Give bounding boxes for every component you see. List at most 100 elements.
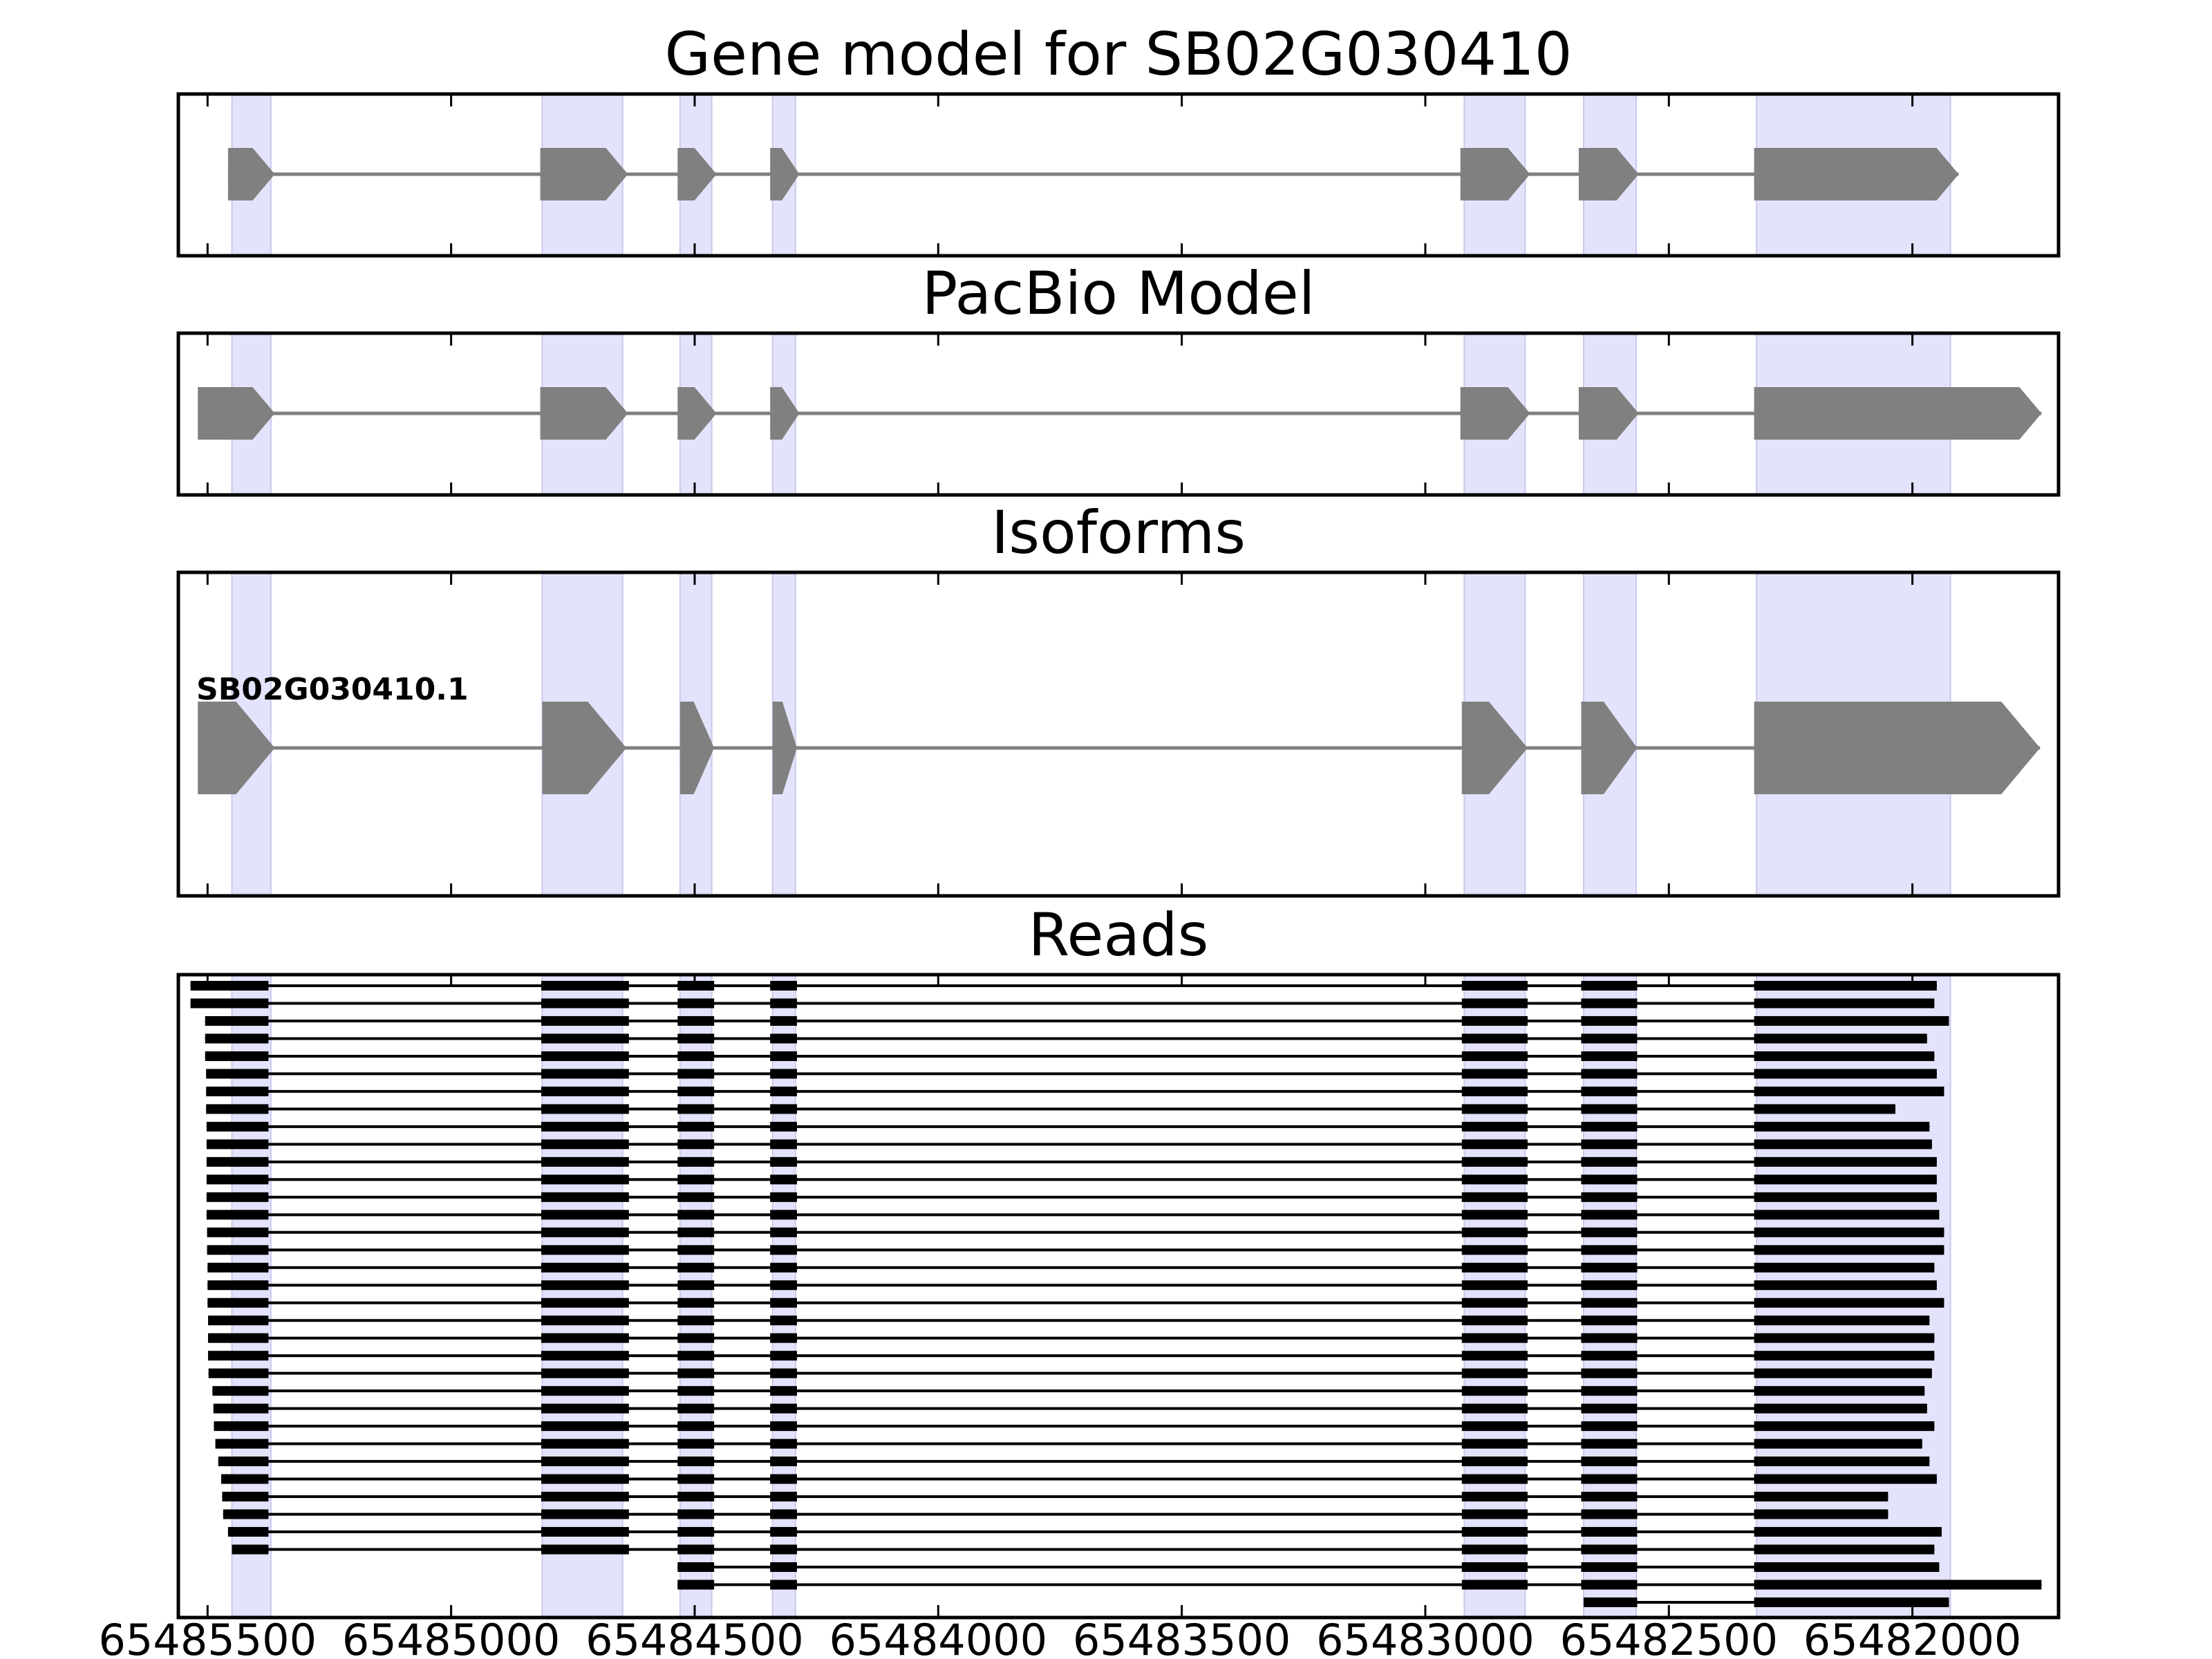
read-block <box>677 1333 715 1343</box>
read-block <box>677 1033 715 1044</box>
read-block <box>1581 1386 1638 1396</box>
read-block <box>206 1192 269 1202</box>
read-block <box>770 1456 797 1467</box>
read-block <box>770 1051 797 1061</box>
panel-model: Gene model for SB02G030410 <box>176 20 2061 258</box>
read-block <box>1461 1421 1528 1432</box>
read-block <box>677 998 715 1009</box>
read-block <box>205 1033 269 1044</box>
read-block <box>1581 1315 1638 1326</box>
read-block <box>1461 1033 1528 1044</box>
read-block <box>1461 1086 1528 1096</box>
read-26 <box>214 1421 1935 1432</box>
read-block <box>1754 1386 1925 1396</box>
panel-title: Isoforms <box>991 498 1246 568</box>
read-block <box>1754 1562 1940 1573</box>
read-block <box>677 1104 715 1114</box>
read-25 <box>213 1403 1927 1414</box>
read-30 <box>222 1492 1888 1502</box>
read-block <box>1581 1086 1638 1096</box>
read-block <box>1461 1174 1528 1185</box>
read-block <box>541 1438 629 1449</box>
read-block <box>677 1580 715 1590</box>
read-block <box>770 1492 797 1502</box>
read-block <box>1581 1580 1638 1590</box>
read-block <box>770 998 797 1009</box>
read-block <box>1461 1562 1528 1573</box>
read-block <box>1581 1051 1638 1061</box>
read-34 <box>677 1562 1940 1573</box>
read-block <box>541 1403 629 1414</box>
read-block <box>677 1121 715 1132</box>
read-block <box>1754 1192 1937 1202</box>
read-block <box>1461 1580 1528 1590</box>
exon-1 <box>227 148 275 200</box>
exon-5 <box>1461 702 1528 794</box>
read-block <box>770 1015 797 1026</box>
read-block <box>1754 1597 1949 1607</box>
read-block <box>770 1192 797 1202</box>
read-block <box>190 981 269 991</box>
exon-3 <box>679 702 715 794</box>
read-block <box>1754 1351 1935 1361</box>
read-block <box>1754 1051 1935 1061</box>
read-23 <box>208 1368 1932 1378</box>
read-block <box>206 1210 269 1220</box>
read-block <box>770 1315 797 1326</box>
read-block <box>1581 1280 1638 1291</box>
read-block <box>1461 1156 1528 1167</box>
read-block <box>677 1192 715 1202</box>
read-block <box>677 1174 715 1185</box>
read-20 <box>207 1315 1930 1326</box>
read-block <box>1754 1262 1935 1273</box>
read-block <box>677 1421 715 1432</box>
read-18 <box>207 1280 1937 1291</box>
read-block <box>1754 1438 1922 1449</box>
read-block <box>677 1051 715 1061</box>
read-block <box>1461 1386 1528 1396</box>
read-block <box>205 1051 269 1061</box>
read-block <box>541 1174 629 1185</box>
read-block <box>1581 1192 1638 1202</box>
read-block <box>1581 1509 1638 1519</box>
panel-reads: Reads <box>176 901 2061 1620</box>
read-block <box>1461 1262 1528 1273</box>
read-block <box>541 1351 629 1361</box>
read-block <box>1754 981 1937 991</box>
read-31 <box>223 1509 1888 1519</box>
read-block <box>677 1527 715 1537</box>
read-block <box>677 1351 715 1361</box>
read-block <box>770 1262 797 1273</box>
read-block <box>770 1245 797 1255</box>
read-12 <box>206 1174 1937 1185</box>
read-block <box>218 1456 269 1467</box>
read-block <box>677 1156 715 1167</box>
read-block <box>1581 1015 1638 1026</box>
read-7 <box>206 1086 1944 1096</box>
read-block <box>207 1262 269 1273</box>
read-2 <box>190 998 1935 1009</box>
read-block <box>1461 1051 1528 1061</box>
read-block <box>1581 1456 1638 1467</box>
read-block <box>206 1069 269 1079</box>
read-block <box>677 981 715 991</box>
read-15 <box>207 1227 1944 1237</box>
read-block <box>207 1245 269 1255</box>
read-28 <box>218 1456 1930 1467</box>
read-block <box>770 1438 797 1449</box>
read-block <box>1581 1544 1638 1555</box>
read-block <box>770 1156 797 1167</box>
exon-2 <box>540 387 628 440</box>
read-block <box>770 1544 797 1555</box>
read-block <box>541 1297 629 1308</box>
read-block <box>541 1315 629 1326</box>
exon-6 <box>1581 702 1638 794</box>
read-block <box>1754 1403 1927 1414</box>
read-block <box>541 1333 629 1343</box>
read-block <box>770 1210 797 1220</box>
read-block <box>677 1368 715 1378</box>
read-block <box>214 1421 269 1432</box>
read-block <box>206 1104 269 1114</box>
x-tick-label: 65484500 <box>585 1615 804 1659</box>
read-block <box>1461 1315 1528 1326</box>
